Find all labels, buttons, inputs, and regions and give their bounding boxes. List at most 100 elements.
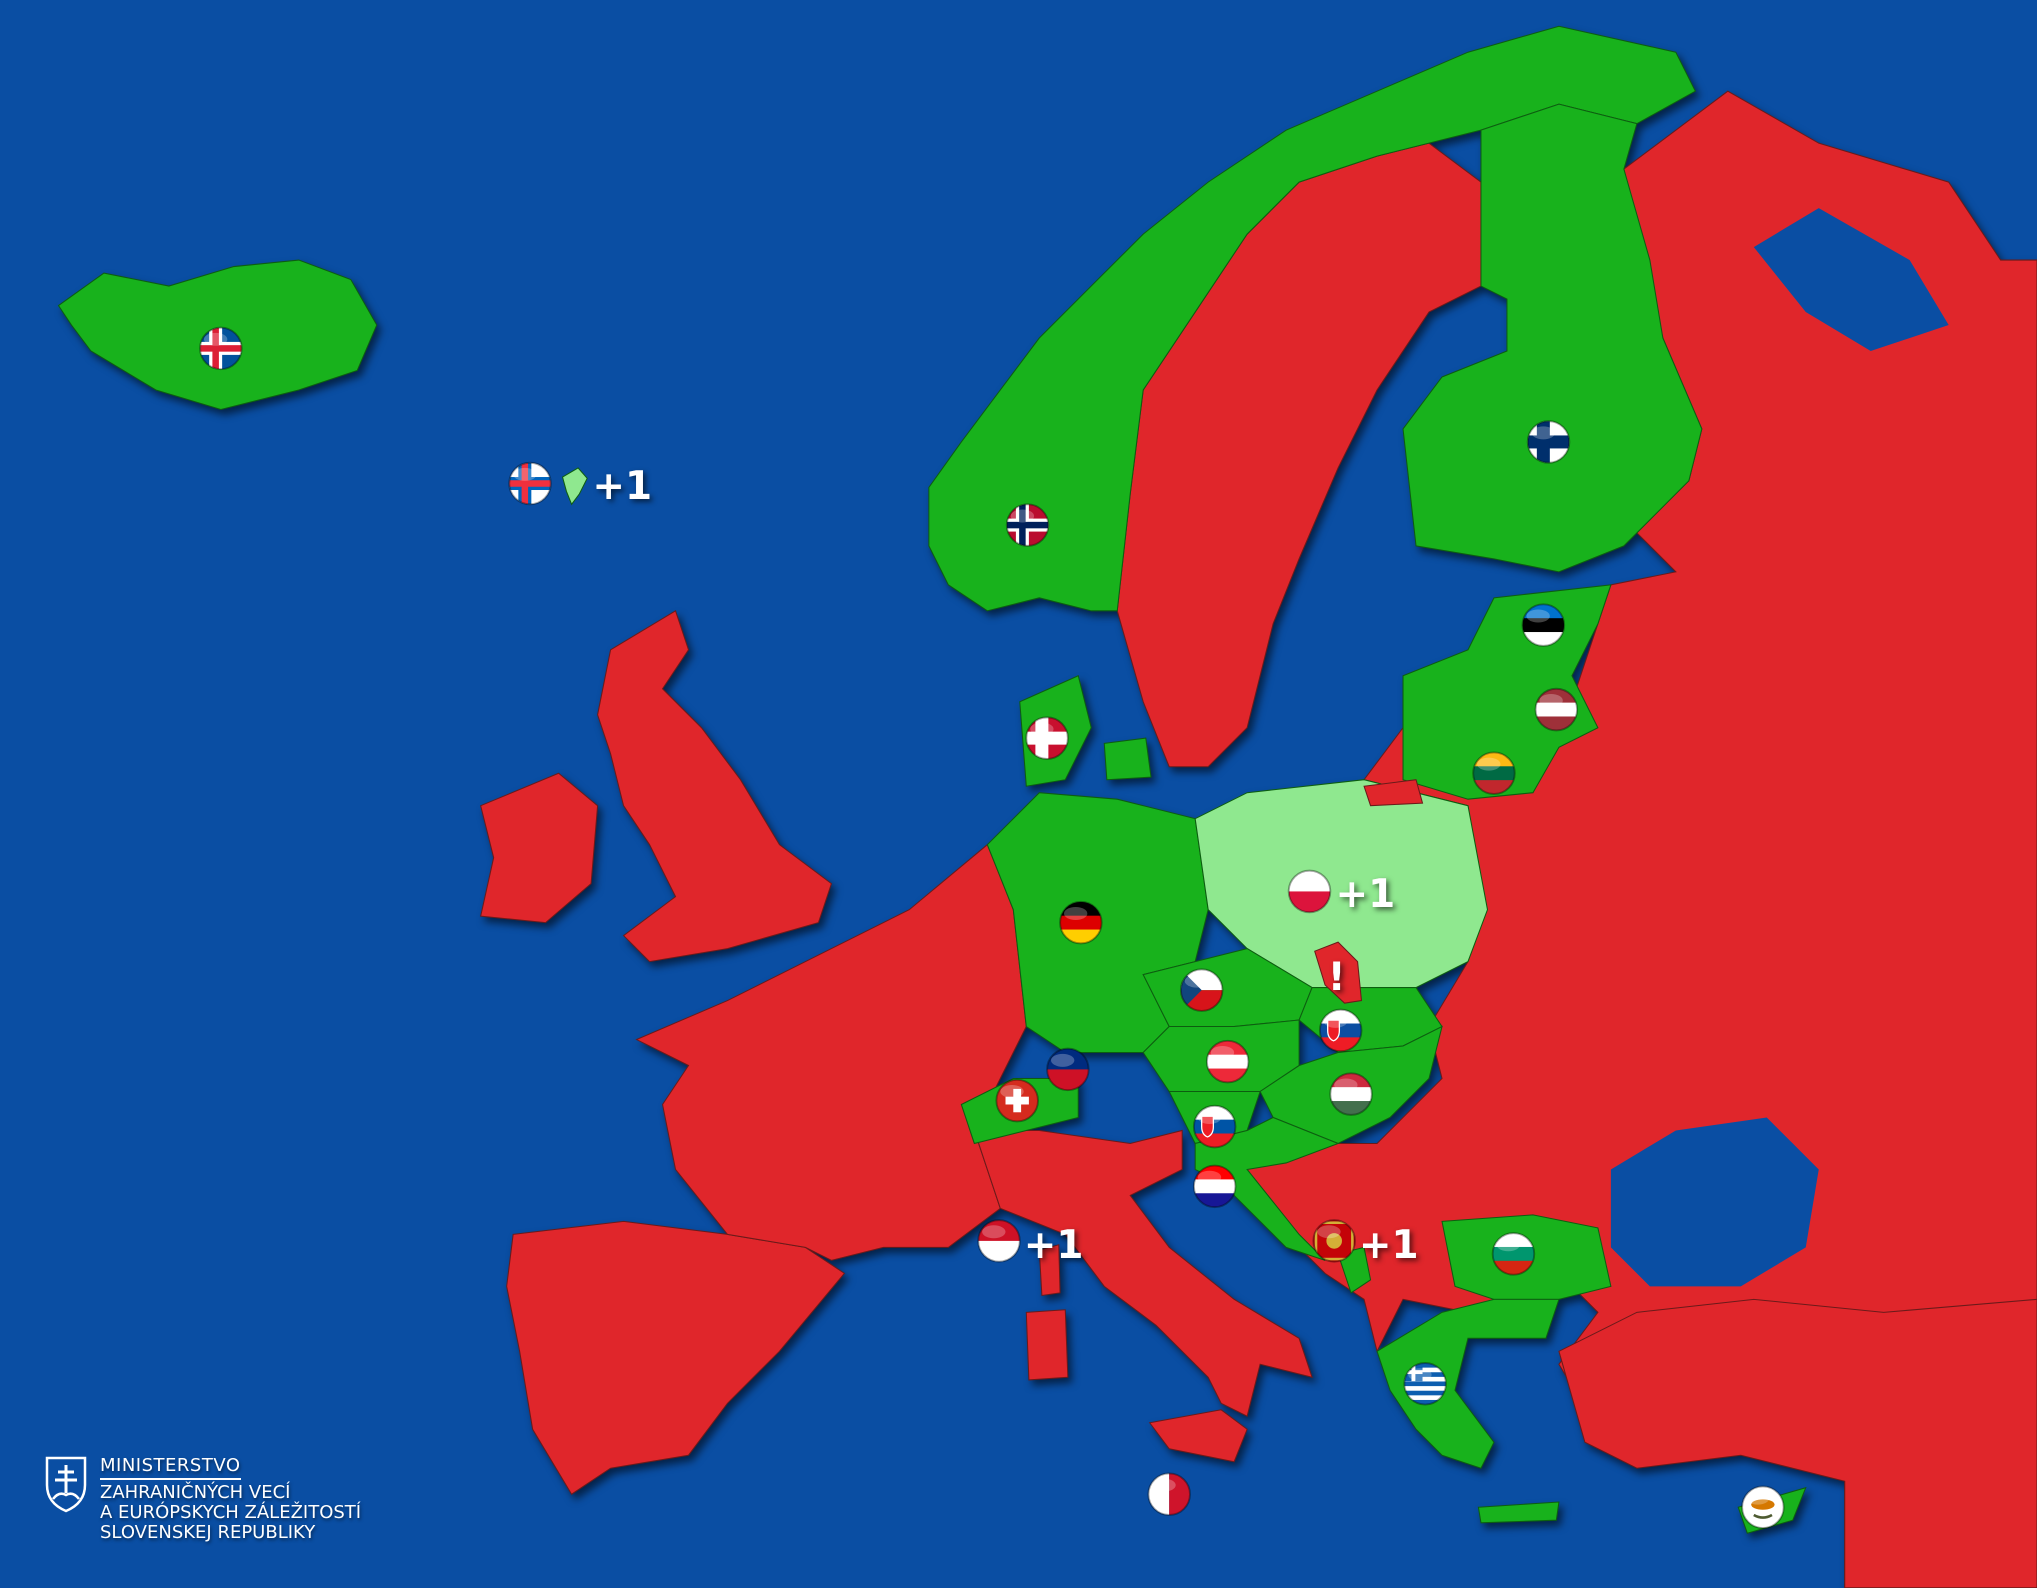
- flag-gloss: [1334, 1078, 1358, 1092]
- region-uk: [597, 610, 833, 963]
- region-italy: [973, 1129, 1313, 1418]
- flag-denmark-icon: [1026, 717, 1068, 759]
- flag-rim: [1491, 1232, 1536, 1276]
- region-poland: [1194, 779, 1489, 989]
- flag-finland-icon: [1527, 421, 1570, 463]
- flag-faroe-islands-icon: [509, 462, 551, 505]
- flag-gloss: [1050, 1053, 1075, 1067]
- flag-iceland-icon: [200, 327, 242, 370]
- region-finland: [1402, 103, 1703, 573]
- flag-rim: [1403, 1362, 1447, 1406]
- flag-rim: [1059, 900, 1103, 945]
- flag-gloss: [1496, 1238, 1520, 1252]
- flag-gloss: [982, 1225, 1006, 1239]
- region-sicily: [1148, 1409, 1248, 1463]
- flag-gloss: [1317, 1225, 1341, 1239]
- flag-gloss: [1539, 693, 1563, 707]
- flag-bulgaria-icon: [1492, 1233, 1535, 1275]
- flag-germany-icon: [1060, 901, 1102, 944]
- flag-rim: [977, 1219, 1021, 1263]
- slovak-coat-of-arms-icon: [45, 1456, 87, 1513]
- flag-rim: [199, 326, 243, 371]
- flag-estonia-icon: [1522, 604, 1565, 646]
- plus-label-faroe: +1: [592, 464, 652, 509]
- flag-gloss: [1010, 509, 1035, 523]
- flag-rim: [1472, 751, 1516, 795]
- flag-gloss: [513, 467, 537, 481]
- flags-layer: [199, 326, 1785, 1529]
- flag-hungary-icon: [1330, 1073, 1372, 1115]
- region-turkey: [1558, 1298, 2037, 1588]
- flag-croatia-icon: [1193, 1165, 1236, 1208]
- flag-gloss: [1292, 875, 1316, 889]
- flag-gloss: [203, 332, 228, 346]
- flag-gloss: [1197, 1170, 1222, 1184]
- flag-cyprus-icon: [1742, 1486, 1784, 1528]
- faroe-shape: [561, 467, 588, 506]
- flag-rim: [1179, 968, 1224, 1012]
- logo-text: MINISTERSTVO ZAHRANIČNÝCH VECÍ A EURÓPSK…: [100, 1455, 361, 1543]
- ministry-logo: MINISTERSTVO ZAHRANIČNÝCH VECÍ A EURÓPSK…: [44, 1455, 361, 1543]
- flag-gloss: [1477, 757, 1501, 771]
- region-zealand: [1103, 737, 1152, 781]
- flag-rim: [1046, 1047, 1090, 1092]
- flag-rim: [1192, 1164, 1237, 1209]
- flag-gloss: [1063, 907, 1088, 921]
- flag-gloss: [1531, 426, 1556, 440]
- flag-poland-icon: [1288, 870, 1331, 913]
- flag-rim: [1526, 420, 1571, 464]
- flag-rim: [1534, 687, 1579, 732]
- region-greece: [1376, 1298, 1560, 1469]
- flag-austria-icon: [1206, 1040, 1249, 1083]
- flag-rim: [1741, 1485, 1785, 1529]
- flag-norway-icon: [1006, 504, 1049, 546]
- flag-gloss: [1746, 1491, 1770, 1505]
- logo-line-1: MINISTERSTVO: [100, 1455, 241, 1480]
- flag-gloss: [1197, 1110, 1222, 1124]
- flag-rim: [995, 1078, 1039, 1123]
- flag-rim: [1318, 1008, 1363, 1053]
- black-sea: [1610, 1117, 1819, 1287]
- flag-rim: [1147, 1472, 1191, 1516]
- region-ireland: [480, 772, 599, 924]
- flag-gloss: [1526, 609, 1550, 623]
- region-iberia: [506, 1220, 846, 1495]
- flag-gloss: [1000, 1085, 1024, 1098]
- flag-czechia-icon: [1180, 969, 1223, 1011]
- flag-latvia-icon: [1535, 688, 1578, 731]
- flag-gloss: [1152, 1478, 1176, 1492]
- flag-gloss: [1184, 974, 1209, 988]
- flag-rim: [1329, 1072, 1373, 1116]
- flag-rim: [1205, 1039, 1250, 1084]
- region-exclusion-warning: [1314, 941, 1363, 1004]
- plus-label-monaco: +1: [1024, 1223, 1084, 1268]
- logo-line-4: SLOVENSKEJ REPUBLIKY: [100, 1522, 316, 1543]
- land-layer: [57, 25, 2037, 1588]
- flag-switzerland-icon: [996, 1079, 1038, 1122]
- flag-rim: [1005, 503, 1050, 547]
- flag-gloss: [1408, 1368, 1432, 1382]
- region-kaliningrad: [1363, 779, 1424, 807]
- flag-gloss: [1323, 1014, 1348, 1028]
- flag-montenegro-icon: [1313, 1220, 1355, 1262]
- region-corsica: [1038, 1244, 1061, 1297]
- flag-malta-icon: [1148, 1473, 1190, 1516]
- white-sea: [1753, 208, 1949, 352]
- flag-rim: [1025, 716, 1069, 760]
- flag-rim: [1521, 603, 1566, 647]
- plus-label-montenegro: +1: [1359, 1223, 1419, 1268]
- logo-line-2: ZAHRANIČNÝCH VECÍ: [100, 1482, 291, 1503]
- flag-lithuania-icon: [1473, 752, 1515, 794]
- flag-gloss: [1030, 722, 1054, 736]
- flag-rim: [1287, 869, 1332, 914]
- region-crete: [1477, 1501, 1560, 1524]
- region-montenegro: [1337, 1246, 1372, 1294]
- flag-gloss: [1210, 1046, 1235, 1060]
- region-sardinia: [1025, 1309, 1069, 1381]
- flag-monaco-icon: [978, 1220, 1020, 1262]
- flag-slovenia-icon: [1193, 1105, 1236, 1148]
- plus-label-poland: +1: [1335, 872, 1395, 917]
- warning-mark: !: [1328, 955, 1346, 1000]
